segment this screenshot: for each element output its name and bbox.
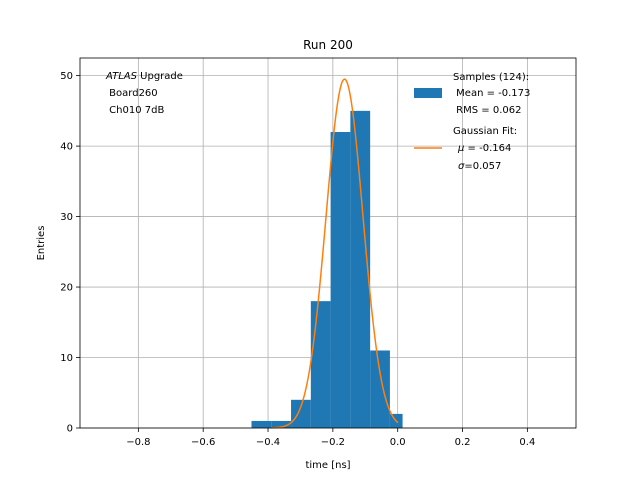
x-tick-label: −0.6 <box>191 437 215 448</box>
x-axis-label: time [ns] <box>305 460 350 471</box>
legend-fit-line-1: Gaussian Fit: <box>453 126 517 137</box>
chart-title: Run 200 <box>303 38 353 52</box>
annotation-upgrade: Upgrade <box>137 71 183 82</box>
legend: Samples (124): Mean = -0.173 RMS = 0.062… <box>414 72 530 172</box>
x-tick-label: 0.0 <box>390 437 406 448</box>
histogram-bar <box>291 399 311 428</box>
legend-samples-line-1: Samples (124): <box>453 72 529 83</box>
plot-frame <box>79 57 577 429</box>
y-tick-label: 10 <box>60 353 73 364</box>
x-tick-label: −0.8 <box>126 437 150 448</box>
legend-sigma-symbol: σ <box>458 161 465 172</box>
annotation-line-2: Board260 <box>106 88 158 99</box>
x-tick-label: 0.2 <box>455 437 471 448</box>
annotation-atlas: ATLAS <box>105 71 138 82</box>
gaussian-fit-curve <box>270 78 399 429</box>
y-tick-label: 50 <box>60 71 73 82</box>
histogram-bar <box>370 350 390 428</box>
legend-fit-sigma: σ=0.057 <box>458 161 501 172</box>
legend-fit-mu: μ = -0.164 <box>457 143 511 154</box>
legend-mu-symbol: μ <box>457 143 464 154</box>
atlas-annotation: ATLAS Upgrade Board260 Ch010 7dB <box>105 71 183 116</box>
annotation-line-3: Ch010 7dB <box>106 105 164 116</box>
legend-mu-value: = -0.164 <box>464 143 511 154</box>
legend-samples-line-3: RMS = 0.062 <box>453 105 521 116</box>
y-tick-label: 40 <box>60 142 73 153</box>
y-tick-label: 30 <box>60 212 73 223</box>
y-tick-label: 20 <box>60 283 73 294</box>
x-tick-label: 0.4 <box>519 437 535 448</box>
x-tick-label: −0.4 <box>256 437 280 448</box>
histogram-bar <box>251 420 272 428</box>
histogram-bar <box>330 132 351 428</box>
axis-ticks: −0.8 −0.6 −0.4 −0.2 0.0 0.2 0.4 0 10 20 30 40 50 <box>60 71 535 448</box>
legend-samples-patch <box>414 88 442 98</box>
y-tick-label: 0 <box>67 424 73 435</box>
annotation-line-1: ATLAS Upgrade <box>105 71 183 82</box>
histogram-bar <box>350 110 371 428</box>
histogram-bar <box>310 301 331 428</box>
histogram-bars <box>251 110 403 428</box>
y-axis-label: Entries <box>36 226 47 261</box>
legend-sigma-value: =0.057 <box>464 161 501 172</box>
x-tick-label: −0.2 <box>321 437 345 448</box>
legend-samples-line-2: Mean = -0.173 <box>453 88 530 99</box>
histogram-bar <box>271 420 292 428</box>
